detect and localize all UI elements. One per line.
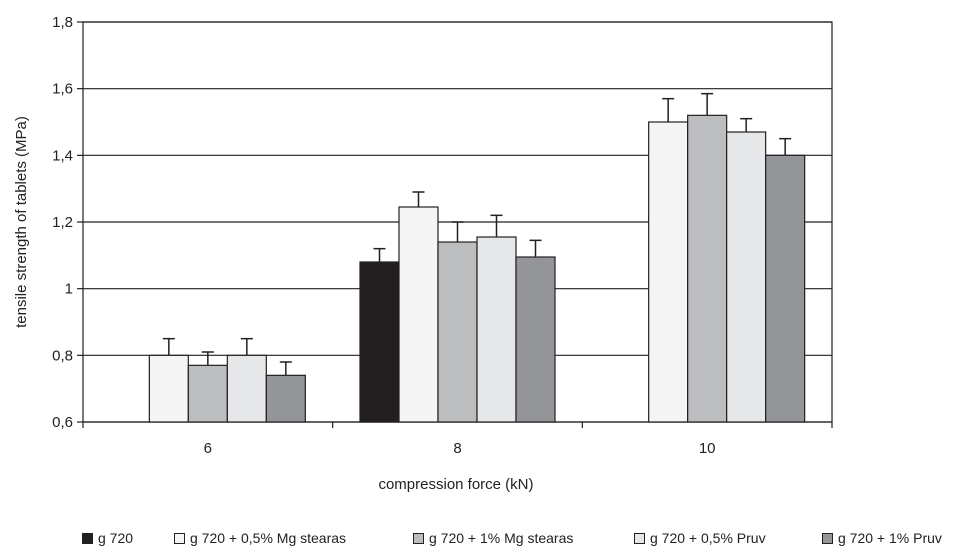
y-tick-label: 1,2 — [52, 214, 73, 231]
y-axis-title: tensile strength of tablets (MPa) — [13, 116, 30, 328]
legend-swatch — [413, 532, 424, 544]
legend-item: g 720 — [82, 528, 133, 548]
y-tick-label: 0,6 — [52, 414, 73, 431]
legend: g 720 g 720 + 0,5% Mg stearas g 720 + 1% M… — [0, 528, 970, 548]
legend-item: g 720 + 1% Pruv — [822, 528, 942, 548]
legend-label: g 720 — [98, 530, 134, 546]
legend-item: g 720 + 0,5% Mg stearas — [174, 528, 346, 548]
bar — [726, 131, 767, 423]
bar — [765, 154, 806, 423]
bar — [648, 121, 689, 423]
x-axis-title: compression force (kN) — [378, 476, 533, 493]
bar — [187, 364, 228, 423]
bar — [265, 374, 306, 423]
axes: 0,6 0,8 1 1,2 1,4 1,6 1,8 6 8 10 — [52, 14, 833, 457]
bars — [148, 92, 806, 423]
legend-swatch — [174, 532, 185, 544]
y-tick-label: 1,8 — [52, 14, 73, 31]
x-tick-label: 8 — [453, 440, 461, 457]
legend-label: g 720 + 1% Pruv — [838, 530, 942, 546]
bar — [515, 256, 556, 423]
bar — [476, 236, 517, 423]
x-tick-label: 6 — [204, 440, 212, 457]
legend-label: g 720 + 1% Mg stearas — [429, 530, 574, 546]
y-tick-label: 0,8 — [52, 347, 73, 364]
y-tick-label: 1,4 — [52, 147, 73, 164]
y-tick-label: 1 — [65, 281, 73, 298]
legend-swatch — [634, 532, 645, 544]
bar-chart: 0,6 0,8 1 1,2 1,4 1,6 1,8 6 8 10 tensile strength… — [13, 14, 833, 493]
bar — [687, 114, 728, 423]
y-tick-label: 1,6 — [52, 81, 73, 98]
legend-label: g 720 + 0,5% Pruv — [650, 530, 766, 546]
legend-label: g 720 + 0,5% Mg stearas — [190, 530, 347, 546]
bar — [148, 354, 189, 423]
x-tick-label: 10 — [699, 440, 716, 457]
legend-swatch — [82, 532, 93, 544]
bar — [226, 354, 267, 423]
bar — [437, 241, 478, 423]
legend-swatch — [822, 532, 833, 544]
bar — [359, 261, 400, 423]
legend-item: g 720 + 0,5% Pruv — [634, 528, 766, 548]
bar — [398, 206, 439, 423]
legend-item: g 720 + 1% Mg stearas — [413, 528, 573, 548]
